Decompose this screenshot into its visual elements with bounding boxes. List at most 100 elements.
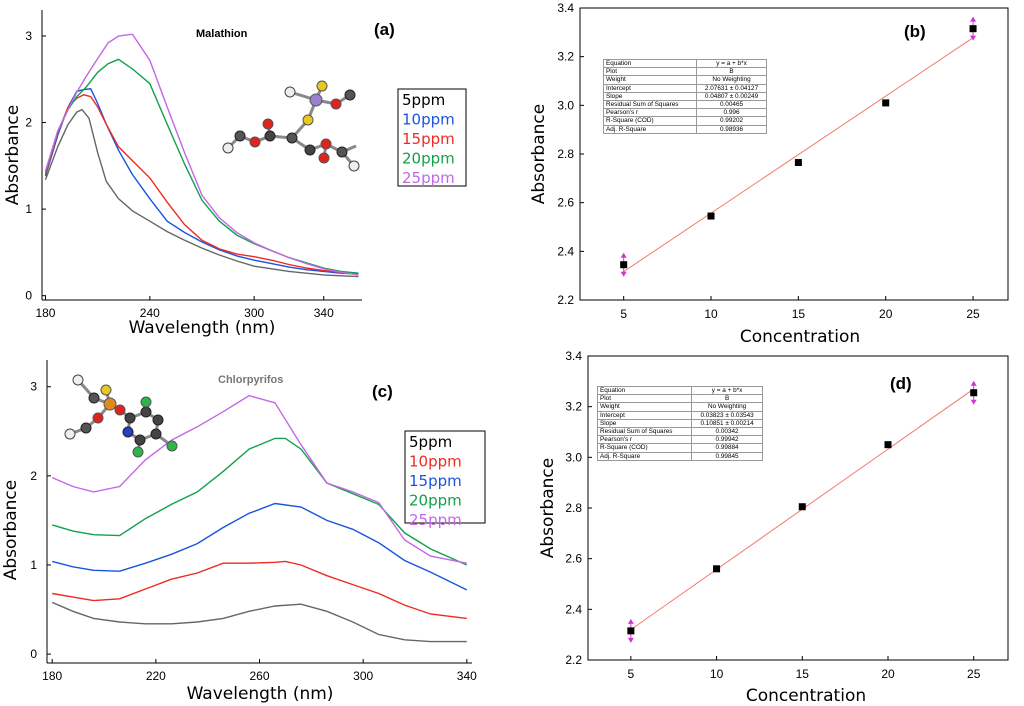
regression-stats-table-d: Equation y = a + b*x Plot B Weight No Weighti… (596, 385, 763, 461)
data-point (713, 565, 721, 573)
stats-key: Intercept (602, 83, 698, 93)
y-tick-label: 2.8 (557, 147, 574, 161)
stats-row: Residual Sum of Squares 0.00465 (602, 100, 767, 110)
stats-key: Plot (596, 394, 693, 404)
y-tick-label: 2.4 (565, 602, 582, 616)
x-tick-label: 10 (704, 307, 718, 321)
series-line-5ppm (51, 601, 467, 643)
error-arrow-up (627, 618, 634, 624)
x-axis-label-a: Wavelength (nm) (129, 318, 276, 338)
stats-value: 0.03823 ± 0.03543 (691, 410, 763, 420)
stats-row: Pearson's r 0.99942 (596, 435, 763, 445)
stats-row: Weight No Weighting (602, 75, 767, 85)
y-tick-label: 3.0 (557, 98, 574, 112)
stats-key: Weight (596, 402, 693, 412)
stats-value: 0.00342 (691, 427, 763, 437)
series-line-5ppm (44, 108, 359, 278)
series-line-10ppm (44, 88, 359, 275)
x-tick-label: 180 (35, 306, 55, 320)
stats-key: Pearson's r (602, 108, 698, 118)
y-tick-label: 2.2 (565, 653, 582, 667)
stats-value: 0.996 (696, 108, 767, 118)
stats-key: Adj. R-Square (602, 124, 698, 134)
y-tick-label: 2.8 (565, 501, 582, 515)
stats-key: Residual Sum of Squares (596, 427, 693, 437)
y-tick-label: 2.6 (565, 552, 582, 566)
x-tick-label: 25 (967, 667, 981, 681)
panel-label-d: (d) (890, 374, 912, 393)
data-point (969, 25, 977, 33)
legend-entry-15ppm: 15ppm (402, 130, 455, 148)
data-point (627, 627, 635, 635)
legend-entry-25ppm: 25ppm (409, 511, 462, 529)
data-point (620, 261, 628, 269)
stats-row: Plot B (602, 67, 767, 77)
series-line-15ppm (52, 502, 468, 591)
stats-value: y = a + b*x (691, 385, 763, 396)
legend-entry-5ppm: 5ppm (409, 433, 452, 451)
y-tick-label: 3.4 (557, 1, 574, 15)
chart-title-chlorpyrifos: Chlorpyrifos (218, 374, 283, 386)
stats-row: Slope 0.10851 ± 0.00214 (596, 418, 763, 429)
y-tick-label: 2.6 (557, 196, 574, 210)
x-tick-label: 5 (628, 667, 635, 681)
y-tick-label: 2.2 (557, 293, 574, 307)
stats-key: R-Square (COD) (596, 443, 693, 453)
stats-row: Adj. R-Square 0.98936 (602, 124, 767, 134)
stats-row: Pearson's r 0.996 (602, 108, 767, 118)
stats-row: Residual Sum of Squares 0.00342 (596, 427, 763, 437)
y-axis-label-c: Absorbance (1, 480, 21, 580)
x-tick-label: 340 (457, 669, 477, 683)
legend-entry-20ppm: 20ppm (409, 492, 462, 510)
error-arrow-down (627, 637, 634, 643)
y-tick-label: 2 (30, 469, 37, 483)
y-tick-label: 2 (25, 116, 32, 130)
x-tick-label: 180 (42, 669, 62, 683)
stats-value: 0.10851 ± 0.00214 (691, 418, 763, 429)
stats-key: Pearson's r (596, 435, 693, 445)
legend-entry-10ppm: 10ppm (409, 453, 462, 471)
y-tick-label: 3.4 (565, 349, 582, 363)
legend-box (404, 430, 486, 524)
stats-value: No Weighting (696, 75, 767, 85)
stats-value: 0.00465 (696, 100, 767, 110)
stats-key: Adj. R-Square (596, 451, 693, 461)
y-tick-label: 1 (25, 202, 32, 216)
stats-key: Slope (602, 91, 698, 102)
legend-entry-15ppm: 15ppm (409, 472, 462, 490)
x-tick-label: 15 (792, 307, 806, 321)
x-tick-label: 20 (881, 667, 895, 681)
regression-stats-table-b: Equation y = a + b*x Plot B Weight No Weighti… (602, 58, 767, 134)
x-tick-label: 340 (314, 306, 334, 320)
legend-entry-10ppm: 10ppm (402, 111, 455, 129)
legend-entry-5ppm: 5ppm (402, 91, 445, 109)
series-line-25ppm (44, 33, 359, 276)
y-axis-label-d: Absorbance (538, 458, 558, 558)
y-tick-label: 1 (30, 558, 37, 572)
legend-entry-25ppm: 25ppm (402, 169, 455, 187)
error-arrow-down (970, 399, 977, 405)
stats-key: Weight (602, 75, 698, 85)
stats-value: 2.07631 ± 0.04127 (696, 83, 767, 93)
y-tick-label: 2.4 (557, 244, 574, 258)
stats-key: Plot (602, 67, 698, 77)
y-tick-label: 3.0 (565, 450, 582, 464)
panel-label-b: (b) (904, 22, 926, 41)
data-point (882, 99, 890, 107)
panel-a-malathion-spectra: 180 240 300 340 0 1 2 3 Malathion (a) Wavelengt… (3, 10, 467, 338)
error-arrow-down (620, 271, 627, 277)
x-tick-label: 260 (249, 669, 269, 683)
fit-line (623, 37, 974, 273)
series-line-10ppm (52, 560, 467, 620)
panel-label-a: (a) (374, 20, 395, 39)
panel-c-chlorpyrifos-spectra: 180 220 260 300 340 0 1 2 3 Chlorpyrifos (c) Wav… (1, 360, 486, 704)
x-tick-label: 300 (244, 306, 264, 320)
y-tick-label: 3 (25, 29, 32, 43)
panel-d-chlorpyrifos-calibration: 5 10 15 20 25 2.2 2.4 2.6 2.8 3.0 3.2 3.4 (d) Conce… (538, 349, 1009, 706)
stats-value: y = a + b*x (696, 58, 767, 69)
y-axis-label-a: Absorbance (3, 105, 23, 205)
data-point (707, 212, 715, 220)
stats-row: Equation y = a + b*x (602, 58, 767, 69)
stats-row: Equation y = a + b*x (596, 385, 763, 396)
